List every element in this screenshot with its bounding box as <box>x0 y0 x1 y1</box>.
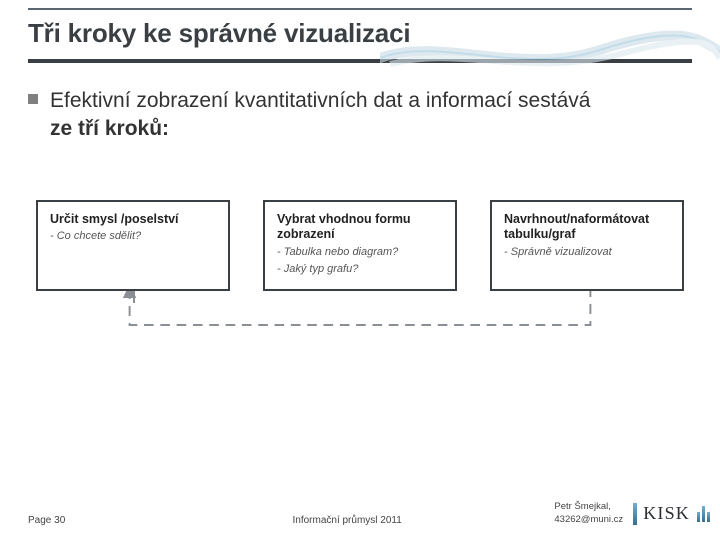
step-1-line-1: Co chcete sdělit? <box>50 229 216 244</box>
page-number: Page 30 <box>28 515 65 526</box>
step-3-title: Navrhnout/naformátovat tabulku/graf <box>504 212 670 243</box>
kisk-text: KISK <box>643 503 690 524</box>
feedback-tick-start <box>133 291 135 303</box>
footer-center: Informační průmysl 2011 <box>292 515 401 526</box>
author-line-1: Petr Šmejkal, <box>554 501 623 513</box>
step-2-line-1: Tabulka nebo diagram? <box>277 245 443 260</box>
rule-under-title <box>28 59 692 63</box>
step-box-1: Určit smysl /poselství Co chcete sdělit? <box>36 200 230 291</box>
step-box-2: Vybrat vhodnou formu zobrazení Tabulka n… <box>263 200 457 291</box>
rule-top <box>28 8 692 10</box>
footer-author: Petr Šmejkal, 43262@muni.cz <box>554 501 623 526</box>
footer: Page 30 Informační průmysl 2011 Petr Šme… <box>28 501 710 526</box>
slide-title: Tři kroky ke správné vizualizaci <box>28 18 692 49</box>
lead-bullet: Efektivní zobrazení kvantitativních dat … <box>28 87 692 144</box>
author-line-2: 43262@muni.cz <box>554 514 623 526</box>
footer-right: Petr Šmejkal, 43262@muni.cz KISK <box>554 501 710 526</box>
kisk-bars-icon <box>697 506 710 522</box>
kisk-column-icon <box>633 503 637 525</box>
kisk-logo: KISK <box>633 503 710 525</box>
lead-bold: ze tří kroků: <box>50 117 169 140</box>
step-2-line-2: Jaký typ grafu? <box>277 262 443 277</box>
feedback-loop <box>72 285 648 349</box>
lead-text: Efektivní zobrazení kvantitativních dat … <box>50 87 590 144</box>
step-box-3: Navrhnout/naformátovat tabulku/graf Sprá… <box>490 200 684 291</box>
bullet-square-icon <box>28 94 38 104</box>
step-2-title: Vybrat vhodnou formu zobrazení <box>277 212 443 243</box>
three-step-diagram: Určit smysl /poselství Co chcete sdělit?… <box>28 200 692 291</box>
lead-prefix: Efektivní zobrazení kvantitativních dat … <box>50 89 590 112</box>
step-3-line-1: Správně vizualizovat <box>504 245 670 260</box>
step-1-title: Určit smysl /poselství <box>50 212 216 228</box>
